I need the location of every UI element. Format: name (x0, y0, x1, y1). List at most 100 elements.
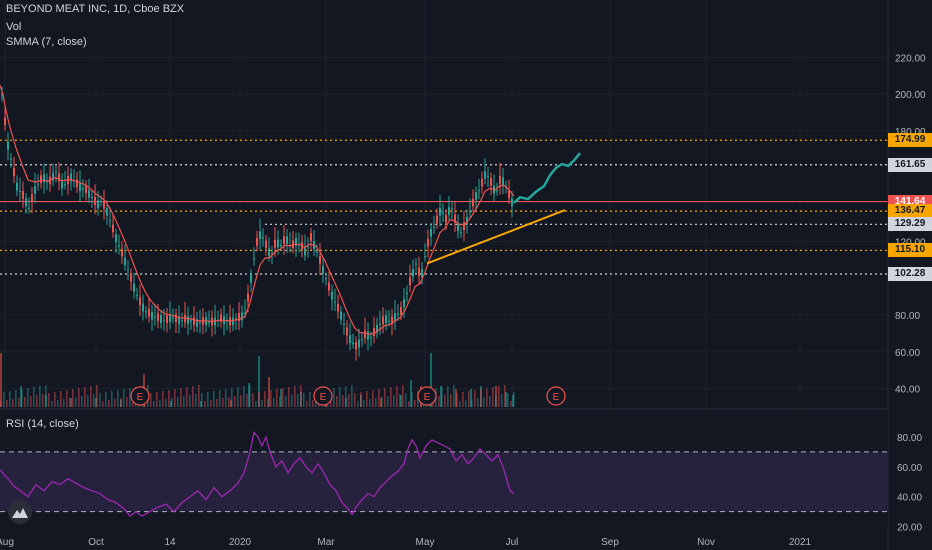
candle-body (352, 342, 354, 344)
volume-bar (63, 399, 65, 407)
candle-body (145, 311, 147, 313)
volume-bar (96, 385, 98, 407)
candle-body (112, 224, 114, 233)
candle-body (415, 263, 417, 265)
price-tag[interactable]: 136.47 (888, 204, 932, 219)
candle-body (325, 278, 327, 280)
earnings-marker[interactable] (130, 386, 150, 406)
candle-body (508, 190, 510, 199)
rsi-legend[interactable]: RSI (14, close) (6, 418, 79, 430)
volume-legend[interactable]: Vol (6, 21, 22, 33)
volume-bar (231, 388, 233, 407)
volume-bar (342, 395, 344, 407)
candle-body (79, 183, 81, 192)
candle-body (334, 301, 336, 303)
price-tag[interactable]: 102.28 (888, 267, 932, 281)
price-tag[interactable]: 161.65 (888, 157, 932, 172)
volume-bar (471, 399, 473, 407)
price-axis-ticks[interactable]: 220.00 200.00 180.00 120.00 80.00 60.00 40.00 (895, 53, 926, 395)
candle-body (64, 183, 66, 185)
trendline[interactable] (426, 209, 566, 265)
volume-bar (510, 401, 512, 407)
volume-bar (165, 399, 167, 407)
tradingview-logo[interactable] (8, 500, 32, 524)
volume-bar (459, 401, 461, 407)
volume-bar (36, 395, 38, 407)
time-tick-label: Nov (697, 537, 715, 548)
volume-bar (70, 398, 72, 407)
candle-body (433, 226, 435, 228)
candle-body (331, 291, 333, 300)
smma-line (0, 84, 515, 336)
candle-body (238, 313, 240, 321)
candle-body (22, 190, 24, 199)
symbol-title[interactable]: BEYOND MEAT INC, 1D, Cboe BZX (6, 3, 185, 15)
volume-bar (375, 398, 377, 407)
volume-bar (450, 394, 452, 407)
candle-body (232, 317, 234, 326)
volume-bar (255, 401, 257, 407)
candle-body (196, 319, 198, 327)
price-candles (1, 86, 513, 361)
volume-bar (180, 388, 182, 407)
candle-body (94, 197, 96, 205)
candle-body (82, 188, 84, 190)
candle-body (454, 214, 456, 223)
smma-legend[interactable]: SMMA (7, close) (6, 36, 87, 48)
volume-bar (504, 385, 506, 407)
rsi-tick-label: 80.00 (897, 433, 922, 444)
candle-body (295, 238, 297, 246)
candle-body (427, 238, 429, 247)
volume-bar (90, 386, 92, 407)
volume-bar (81, 396, 83, 407)
candle-body (253, 258, 255, 260)
price-tag[interactable]: 115.10 (888, 243, 932, 258)
volume-bar (480, 389, 482, 407)
candle-body (268, 248, 270, 257)
horizontal-levels[interactable] (0, 139, 888, 275)
rsi-axis-ticks[interactable]: 80.00 60.00 40.00 20.00 (897, 433, 922, 534)
time-axis-ticks[interactable]: Aug Oct 14 2020 Mar May Jul Sep Nov 2021 (0, 537, 812, 548)
candle-body (52, 172, 54, 181)
volume-bar (380, 398, 382, 407)
volume-bar (455, 389, 457, 407)
price-tag[interactable]: 129.29 (888, 217, 932, 232)
candle-body (442, 212, 444, 214)
price-tick-label: 200.00 (895, 90, 926, 101)
volume-bar (12, 399, 14, 407)
candle-body (178, 316, 180, 325)
rsi-pane-bg (0, 410, 888, 530)
volume-bar (249, 385, 251, 407)
price-tag[interactable]: 174.99 (888, 133, 932, 148)
volume-bar (3, 392, 5, 407)
earnings-marker[interactable] (546, 386, 566, 406)
volume-bar (0, 353, 2, 407)
earnings-marker[interactable] (313, 386, 333, 406)
volume-bar (60, 391, 62, 407)
candle-body (388, 320, 390, 322)
volume-bar (45, 385, 47, 407)
projection-path[interactable] (513, 152, 581, 204)
candle-body (100, 200, 102, 202)
volume-bar (351, 385, 353, 407)
volume-bar (393, 395, 395, 407)
earnings-marker[interactable] (417, 386, 437, 406)
candle-body (4, 117, 6, 126)
price-tick-label: 220.00 (895, 53, 926, 64)
volume-bar (230, 399, 232, 407)
candle-body (292, 240, 294, 249)
time-tick-label: Sep (601, 537, 619, 548)
volume-bar (444, 395, 446, 407)
candle-body (322, 266, 324, 274)
volume-bar (39, 386, 41, 407)
candle-body (280, 245, 282, 247)
candle-body (97, 200, 99, 209)
volume-bar (270, 390, 272, 407)
candle-body (244, 312, 246, 314)
volume-bar (417, 391, 419, 407)
candle-body (19, 190, 21, 192)
time-tick-label: Oct (88, 537, 104, 548)
volume-bar (486, 388, 488, 407)
volume-bar (330, 397, 332, 407)
